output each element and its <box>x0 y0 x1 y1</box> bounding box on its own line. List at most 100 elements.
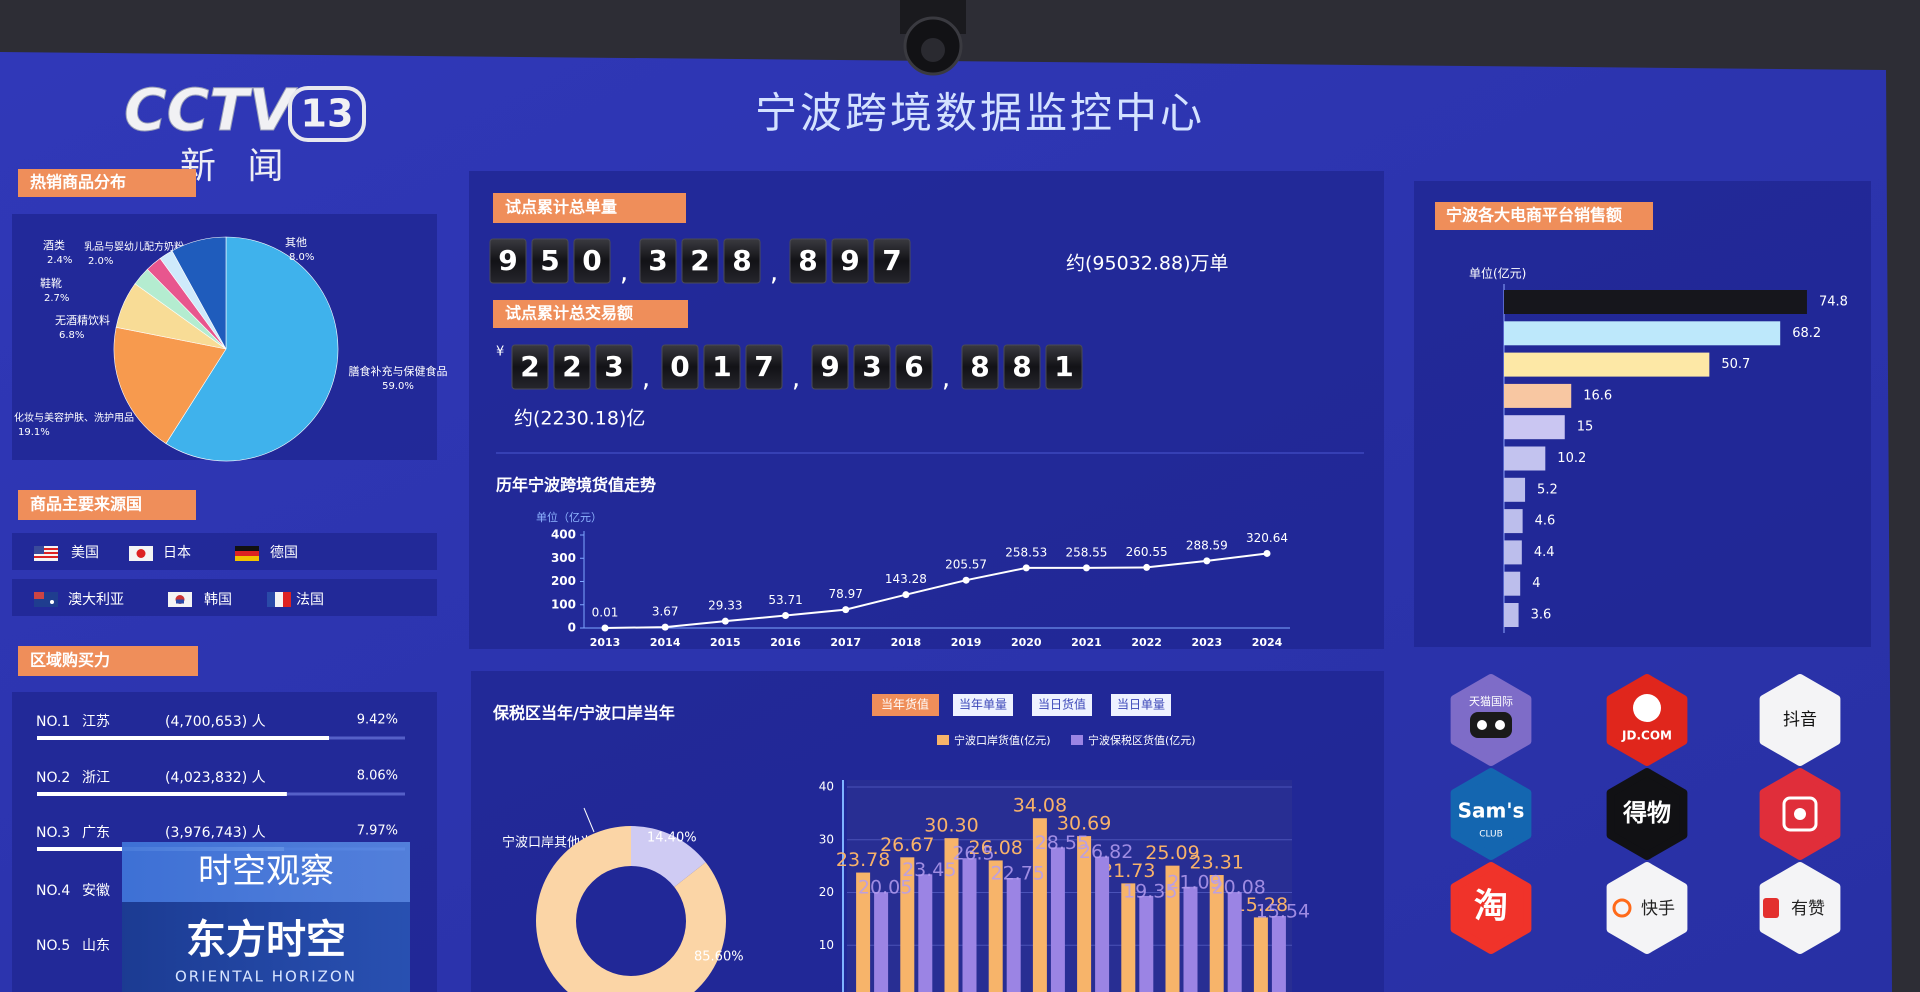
currency: ¥ <box>496 345 504 360</box>
point <box>962 576 970 584</box>
line <box>604 552 1268 629</box>
value-label: 20.05 <box>858 877 912 899</box>
region-name: 江苏 <box>82 714 110 730</box>
region-rank: NO.3 <box>36 825 70 841</box>
value-label: 258.55 <box>1065 545 1107 559</box>
tab-label[interactable]: 当年货值 <box>881 697 929 712</box>
digit: 2 <box>690 244 709 277</box>
section-header <box>18 169 196 197</box>
tab[interactable] <box>1111 694 1171 716</box>
digit-box <box>553 344 591 390</box>
region-name: 山东 <box>82 938 110 954</box>
logo-text: CLUB <box>1479 830 1503 840</box>
x-tick-label: 2017 <box>830 636 861 649</box>
pie-value: 2.4% <box>47 255 72 266</box>
region-bar <box>37 736 330 740</box>
logo-taobao: 淘 <box>1455 866 1528 950</box>
point <box>1143 563 1151 571</box>
show-name: 东方时空 <box>186 917 346 963</box>
value-label: 25.09 <box>1145 842 1199 864</box>
digit: 5 <box>540 244 559 277</box>
value-label: 16.6 <box>1583 388 1612 403</box>
logo-douyin: 抖音 <box>1764 678 1837 762</box>
value-label: 10.2 <box>1557 451 1586 466</box>
x-tick-label: 2018 <box>891 636 922 649</box>
x-tick-label: 2024 <box>1252 636 1283 649</box>
pie-label: 鞋靴 <box>40 276 62 290</box>
point <box>721 617 729 625</box>
flag-de <box>235 546 259 561</box>
region-rank: NO.1 <box>36 714 70 730</box>
section-title: 试点累计总交易额 <box>505 304 633 323</box>
bar <box>1121 883 1136 992</box>
channel-logo: CCTV <box>124 76 298 144</box>
y-tick-label: 20 <box>819 885 834 899</box>
bar <box>1504 290 1807 314</box>
value-label: 26.67 <box>880 834 934 856</box>
flag-jp <box>129 546 153 561</box>
digit: 9 <box>840 244 859 277</box>
line-chart: 0 100 200 300 400 2013 2014 2015 2016 2017 2018 201… <box>551 528 1290 649</box>
legend-swatch <box>937 735 949 745</box>
digit-box <box>789 238 827 284</box>
overlay-bottom <box>122 902 410 992</box>
digit-box <box>831 238 869 284</box>
camera-lens <box>921 38 945 62</box>
bar <box>1504 446 1546 471</box>
digit-box <box>661 344 699 390</box>
pie-slice <box>171 236 227 350</box>
tab-label[interactable]: 当日单量 <box>1117 698 1165 712</box>
tab[interactable] <box>1032 694 1092 716</box>
value-label: 53.71 <box>768 593 802 607</box>
channel-number: 13 <box>301 92 354 136</box>
value-label: 258.53 <box>1005 545 1047 559</box>
panel-title: 保税区当年/宁波口岸当年 <box>492 704 675 723</box>
program-name: 时空观察 <box>198 852 334 892</box>
region-percent: 9.42% <box>357 713 398 728</box>
logo-text: 快手 <box>1641 899 1675 919</box>
bar <box>1504 509 1523 534</box>
bar <box>962 858 977 992</box>
counter-separator: , <box>770 258 778 288</box>
y-tick-label: 0 <box>568 621 576 635</box>
pie-label: 乳品与婴幼儿配方奶粉 <box>84 240 184 253</box>
bar <box>1504 415 1565 440</box>
digit: 7 <box>882 244 901 277</box>
logo-text: 淘 <box>1474 887 1508 927</box>
bar <box>1504 477 1526 502</box>
logo-kuaishou: 快手 <box>1611 866 1684 950</box>
tab[interactable] <box>953 694 1013 716</box>
digit-box <box>511 344 549 390</box>
x-tick-label: 2015 <box>710 636 741 649</box>
tab-label[interactable]: 当年单量 <box>959 698 1007 712</box>
digit: 0 <box>670 350 689 383</box>
value-label: 23.31 <box>1189 852 1243 874</box>
tab[interactable] <box>872 694 939 716</box>
point <box>842 606 850 614</box>
section-title: 热销商品分布 <box>30 173 126 192</box>
value-label: 3.67 <box>652 605 679 619</box>
point <box>782 612 790 620</box>
pie-value: 19.1% <box>18 427 50 438</box>
section-header <box>18 646 198 676</box>
digit-box <box>573 238 611 284</box>
hbar-chart: 74.8 68.2 50.7 16.6 15 10.2 5.2 4.6 4.4 4 3.6 <box>1503 284 1848 633</box>
digit: 3 <box>604 350 623 383</box>
logo-jd: JD.COM <box>1611 678 1684 762</box>
country: 德国 <box>270 545 298 561</box>
value-label: 3.6 <box>1531 608 1552 623</box>
value-label: 19.35 <box>1123 880 1177 902</box>
bar <box>1032 818 1047 992</box>
logo-text: 抖音 <box>1783 710 1817 730</box>
point <box>661 623 669 631</box>
value-label: 29.33 <box>708 599 742 613</box>
pie-label: 化妆与美容护肤、洗护用品 <box>14 411 134 424</box>
tab-label[interactable]: 当日货值 <box>1038 697 1086 712</box>
digit: 8 <box>970 350 989 383</box>
legend-label: 宁波保税区货值(亿元) <box>1088 733 1196 747</box>
x-tick-label: 2016 <box>770 636 801 649</box>
value-label: 74.8 <box>1819 295 1848 310</box>
point <box>1203 557 1211 565</box>
bar <box>874 892 889 992</box>
